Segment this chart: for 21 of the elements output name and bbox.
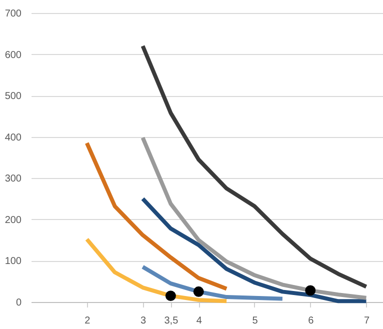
y-tick-label: 100 — [4, 256, 22, 268]
x-tick-label: 4 — [196, 316, 202, 326]
x-tick-label: 3,5 — [164, 316, 179, 326]
line-series — [140, 136, 368, 300]
y-tick-label: 600 — [4, 50, 22, 61]
y-tick-label: 400 — [4, 132, 22, 144]
y-tick-label: 500 — [4, 91, 22, 102]
y-tick-label: 300 — [4, 174, 22, 185]
line-series — [140, 44, 368, 289]
x-tick-label: 7 — [364, 316, 370, 326]
x-tick-label: 2 — [84, 316, 91, 326]
y-tick-label: 0 — [16, 298, 22, 308]
x-tick-label: 3 — [140, 316, 146, 326]
line-series — [140, 264, 284, 301]
x-tick-label: 5 — [252, 316, 258, 326]
line-series — [84, 141, 229, 291]
line-series — [84, 237, 229, 304]
y-tick-label: 200 — [4, 214, 22, 226]
y-tick-label: 700 — [4, 8, 22, 20]
line-series — [140, 196, 368, 304]
x-tick-label: 6 — [308, 316, 314, 326]
